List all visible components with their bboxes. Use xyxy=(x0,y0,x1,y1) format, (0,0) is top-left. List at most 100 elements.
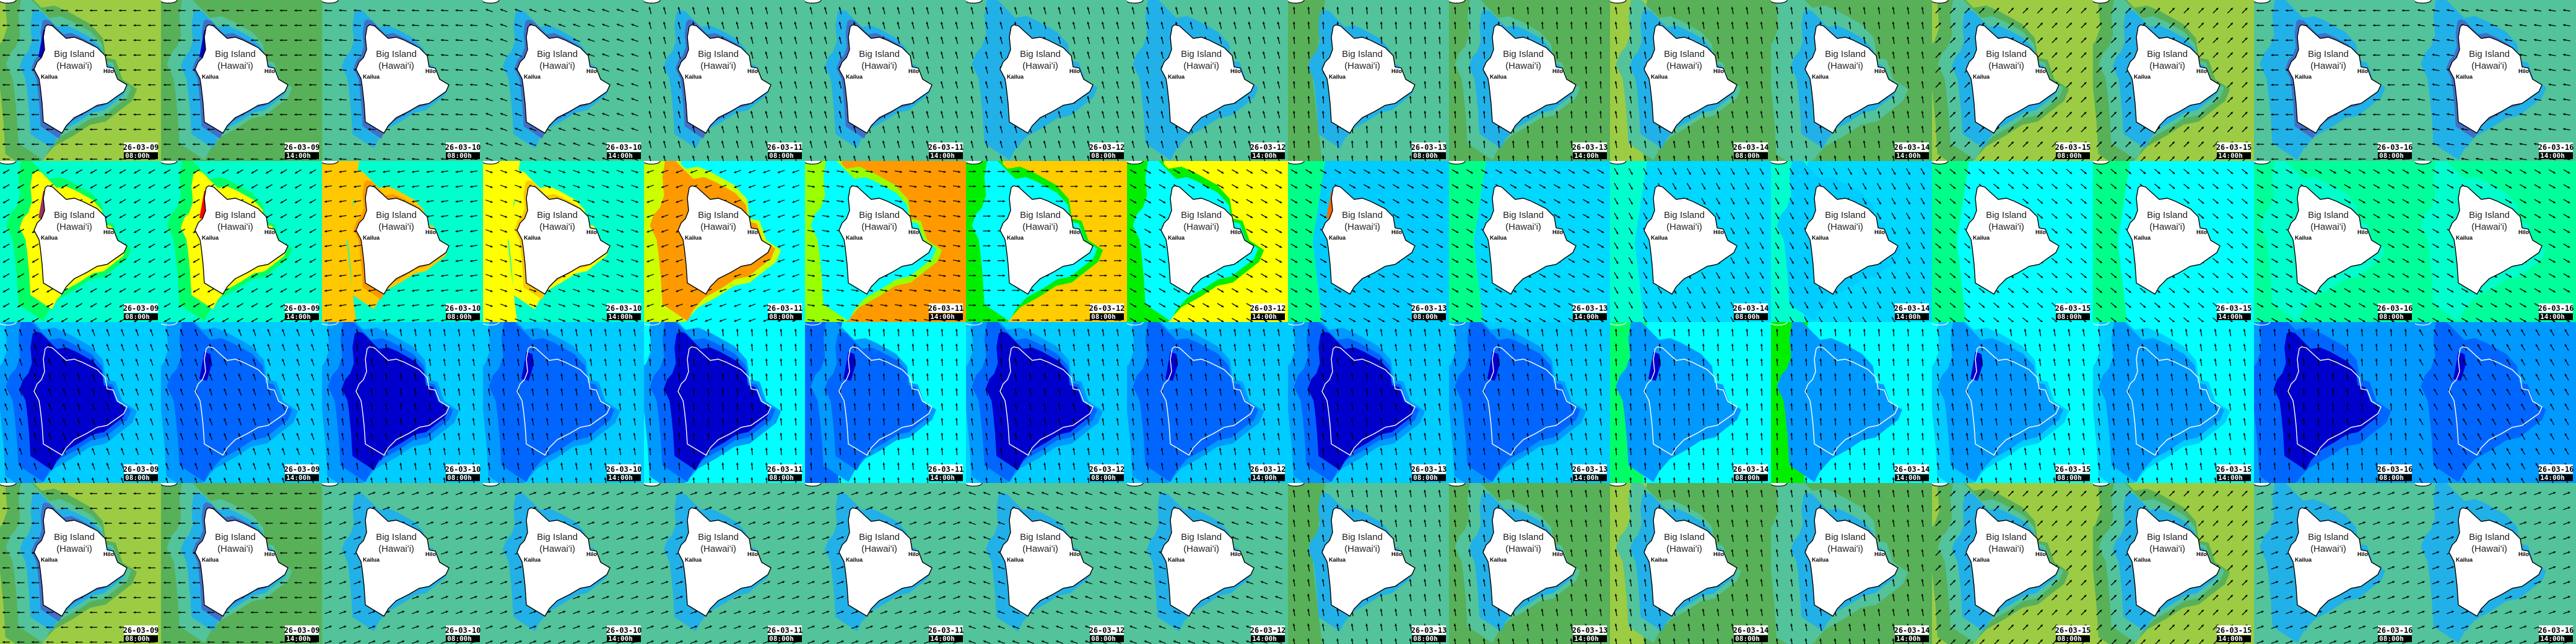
wind-arrow-icon xyxy=(341,328,344,337)
wind-arrow-icon xyxy=(1775,272,1780,279)
wind-arrow-icon xyxy=(1964,168,1971,175)
wind-arrow-icon xyxy=(882,22,886,29)
wind-arrow-icon xyxy=(1409,6,1412,15)
wind-arrow-icon xyxy=(2066,272,2073,279)
wind-arrow-icon xyxy=(780,37,783,44)
wind-arrow-icon xyxy=(646,289,654,292)
wind-arrow-icon xyxy=(2461,9,2469,12)
wind-arrow-icon xyxy=(1905,227,1911,235)
wind-arrow-icon xyxy=(560,402,564,411)
wind-arrow-icon xyxy=(515,24,522,27)
wind-arrow-icon xyxy=(2402,273,2409,278)
wind-arrow-icon xyxy=(411,9,420,12)
wind-arrow-icon xyxy=(458,402,461,411)
wind-arrow-icon xyxy=(1599,36,1602,45)
wind-arrow-icon xyxy=(2022,37,2029,43)
wind-arrow-icon xyxy=(573,38,580,42)
wind-arrow-icon xyxy=(2139,7,2146,14)
wind-arrow-icon xyxy=(2446,24,2455,27)
wind-arrow-icon xyxy=(1407,199,1414,204)
wind-arrow-icon xyxy=(587,128,595,131)
wind-arrow-icon xyxy=(399,462,402,471)
wind-arrow-icon xyxy=(1305,243,1313,248)
wind-arrow-icon xyxy=(955,37,959,44)
wind-arrow-icon xyxy=(836,215,845,218)
neighbor-island xyxy=(1449,161,1466,165)
wind-arrow-icon xyxy=(648,402,651,411)
wind-arrow-icon xyxy=(707,155,710,161)
wind-arrow-icon xyxy=(2125,141,2131,147)
wind-arrow-icon xyxy=(736,126,739,133)
wind-arrow-icon xyxy=(61,143,68,146)
wind-arrow-icon xyxy=(587,289,595,292)
wind-arrow-icon xyxy=(2286,258,2293,263)
wind-arrow-icon xyxy=(32,143,39,146)
wind-arrow-icon xyxy=(426,170,434,173)
wind-arrow-icon xyxy=(2037,111,2043,118)
wind-arrow-icon xyxy=(1570,95,1573,104)
wind-arrow-icon xyxy=(294,98,302,101)
wind-arrow-icon xyxy=(1891,257,1896,264)
wind-arrow-icon xyxy=(1453,110,1456,119)
wind-arrow-icon xyxy=(998,259,1005,262)
wind-arrow-icon xyxy=(2402,184,2409,189)
wind-arrow-icon xyxy=(2081,67,2087,73)
wind-arrow-icon xyxy=(1905,212,1911,220)
wind-arrow-icon xyxy=(1804,212,1809,220)
wind-arrow-icon xyxy=(2008,302,2014,308)
wind-arrow-icon xyxy=(1421,273,1429,278)
wind-arrow-icon xyxy=(648,358,651,367)
wind-arrow-icon xyxy=(1582,199,1590,204)
neighbor-island xyxy=(1932,0,1949,4)
wind-arrow-icon xyxy=(692,447,695,456)
wind-arrow-icon xyxy=(341,388,344,396)
wind-arrow-icon xyxy=(150,418,154,425)
wind-arrow-icon xyxy=(2286,98,2293,101)
island-label: Big Island xyxy=(859,49,900,59)
wind-arrow-icon xyxy=(1131,37,1135,44)
map-tile: Big Island (Hawai'i) Kailua Hilo 26-03-12 08:… xyxy=(966,161,1127,322)
wind-arrow-icon xyxy=(2358,9,2366,12)
wind-arrow-icon xyxy=(2286,9,2293,12)
wind-arrow-icon xyxy=(2286,84,2293,86)
wind-arrow-icon xyxy=(1863,125,1866,134)
wind-arrow-icon xyxy=(2256,69,2264,71)
wind-arrow-icon xyxy=(1116,81,1120,89)
wind-arrow-icon xyxy=(133,69,141,71)
wind-arrow-icon xyxy=(2563,258,2570,263)
wind-arrow-icon xyxy=(353,215,362,218)
wind-arrow-icon xyxy=(1949,97,1956,103)
wind-arrow-icon xyxy=(280,228,287,233)
wind-arrow-icon xyxy=(2447,318,2454,322)
wind-arrow-icon xyxy=(2241,198,2248,204)
wind-arrow-icon xyxy=(1202,318,1210,322)
island-outline xyxy=(194,24,289,134)
wind-arrow-icon xyxy=(676,289,683,292)
wind-arrow-icon xyxy=(560,462,564,471)
wind-arrow-icon xyxy=(1847,287,1853,294)
wind-arrow-icon xyxy=(941,37,944,44)
wind-arrow-icon xyxy=(1421,243,1429,248)
wind-arrow-icon xyxy=(1421,199,1429,204)
wind-arrow-icon xyxy=(1964,22,1970,28)
wind-arrow-icon xyxy=(92,403,95,411)
island-outline xyxy=(1321,185,1416,295)
wind-arrow-icon xyxy=(443,388,446,396)
wind-arrow-icon xyxy=(339,38,347,41)
wind-arrow-icon xyxy=(1114,185,1121,188)
wind-arrow-icon xyxy=(1744,272,1750,279)
wind-arrow-icon xyxy=(1424,21,1427,30)
wind-arrow-icon xyxy=(341,402,344,411)
wind-arrow-icon xyxy=(75,169,83,174)
wind-arrow-icon xyxy=(2227,126,2234,133)
wind-arrow-icon xyxy=(251,24,258,27)
wind-arrow-icon xyxy=(1160,37,1164,44)
wind-arrow-icon xyxy=(573,24,580,27)
wind-arrow-icon xyxy=(469,83,478,86)
time-box xyxy=(1090,152,1124,159)
wind-arrow-icon xyxy=(2213,111,2219,118)
wind-arrow-icon xyxy=(780,417,783,426)
date-box xyxy=(285,142,319,152)
wind-arrow-icon xyxy=(602,259,609,263)
